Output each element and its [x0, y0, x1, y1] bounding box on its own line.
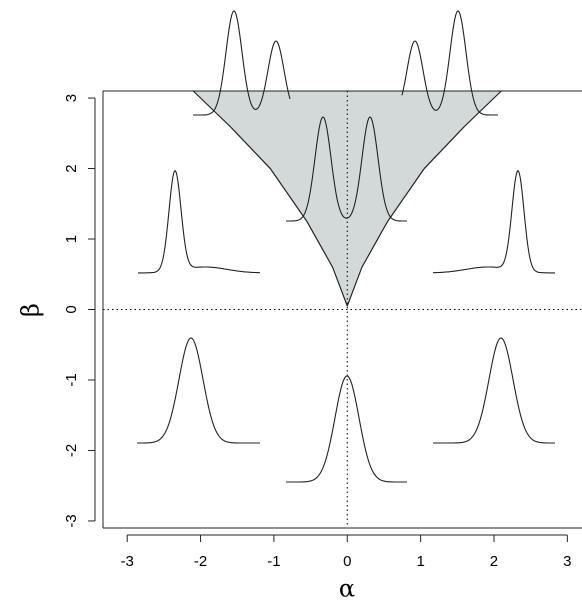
density-sketch: [138, 169, 260, 274]
y-axis-title: β: [17, 303, 45, 317]
y-tick-label: 3: [63, 94, 80, 102]
y-tick-label: -3: [63, 514, 80, 527]
x-tick-label: 3: [563, 553, 571, 570]
y-tick-label: -1: [63, 373, 80, 386]
density-sketch: [286, 375, 407, 483]
x-tick-label: -3: [121, 553, 134, 570]
density-sketch: [433, 169, 555, 274]
y-tick-label: 0: [63, 305, 80, 313]
y-tick-label: 1: [63, 235, 80, 243]
density-sketch: [433, 337, 555, 444]
density-sketch: [137, 337, 260, 444]
x-tick-label: -1: [267, 553, 280, 570]
y-tick-label: -2: [63, 444, 80, 457]
x-tick-label: 2: [490, 553, 498, 570]
boundary-line: [192, 90, 502, 308]
x-axis-title: α: [339, 575, 355, 600]
y-tick-label: 2: [63, 164, 80, 172]
density-sketch: [401, 10, 498, 116]
region-fill: [193, 91, 502, 306]
density-sketch: [193, 10, 291, 116]
x-tick-label: 0: [343, 553, 351, 570]
x-tick-label: -2: [194, 553, 207, 570]
x-tick-label: 1: [416, 553, 424, 570]
density-sketch: [286, 116, 407, 222]
